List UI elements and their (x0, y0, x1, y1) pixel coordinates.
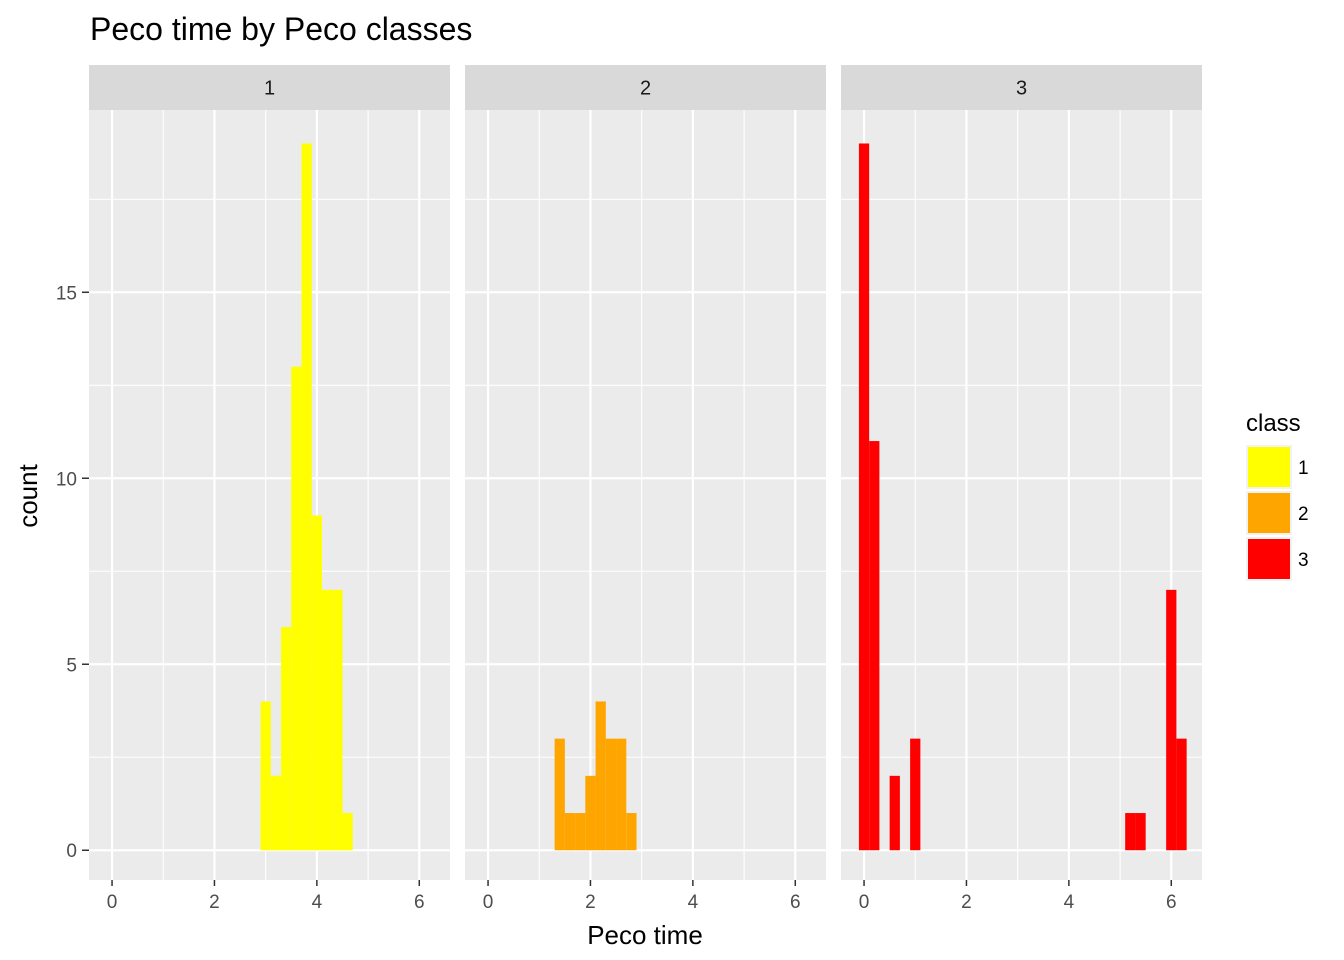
facet-strip-label: 1 (264, 78, 275, 100)
legend-swatch (1248, 447, 1290, 487)
legend-swatch (1248, 493, 1290, 533)
facet-strip (841, 65, 1202, 110)
x-tick-label: 0 (107, 892, 118, 913)
histogram-bar (270, 775, 282, 851)
histogram-bar (332, 589, 343, 851)
histogram-bar (311, 515, 322, 851)
histogram-bar (1176, 738, 1187, 851)
x-tick-label: 2 (961, 892, 972, 913)
panel-1: 1 0 2 4 6 (89, 65, 450, 913)
histogram-bar (301, 143, 312, 851)
x-axis-title: Peco time (587, 920, 703, 950)
y-tick-label: 10 (56, 469, 77, 490)
panel-background (465, 110, 826, 880)
facet-strip (465, 65, 826, 110)
facet-panels: 1 0 2 4 6 2 0 2 4 6 3 0 2 4 6 (89, 65, 1202, 913)
x-tick-label: 0 (859, 892, 870, 913)
histogram-bar (605, 738, 617, 851)
y-tick-label: 15 (56, 283, 77, 304)
x-tick-label: 6 (790, 892, 801, 913)
histogram-bar (260, 701, 271, 851)
x-tick-label: 4 (1064, 892, 1075, 913)
histogram-bar (564, 813, 576, 851)
y-axis-title: count (13, 463, 43, 527)
x-tick-label: 4 (312, 892, 323, 913)
facet-strip-label: 2 (640, 78, 651, 100)
x-tick-label: 4 (688, 892, 699, 913)
histogram-bar (321, 589, 333, 851)
legend-swatch (1248, 539, 1290, 579)
legend-label: 3 (1298, 550, 1309, 571)
y-axis: 0 5 10 15 (56, 283, 89, 862)
histogram-bar (342, 813, 353, 851)
histogram-bar (1166, 589, 1177, 851)
legend-label: 1 (1298, 458, 1309, 479)
x-tick-label: 2 (209, 892, 220, 913)
x-tick-label: 0 (483, 892, 494, 913)
histogram-bar (869, 441, 880, 851)
histogram-bar (575, 813, 586, 851)
legend-title: class (1246, 410, 1301, 437)
histogram-bar (910, 738, 921, 851)
panel-3: 3 0 2 4 6 (841, 65, 1202, 913)
legend: class 1 2 3 (1246, 410, 1309, 581)
histogram-bar (595, 701, 606, 851)
y-tick-label: 0 (66, 841, 77, 862)
histogram-bar (889, 775, 900, 851)
facet-strip (89, 65, 450, 110)
histogram-bar (1125, 813, 1136, 851)
histogram-bar (291, 366, 302, 851)
x-tick-label: 6 (414, 892, 425, 913)
histogram-bar (554, 738, 565, 851)
histogram-bar (585, 775, 596, 851)
panel-2: 2 0 2 4 6 (465, 65, 826, 913)
legend-label: 2 (1298, 504, 1309, 525)
histogram-bar (858, 143, 870, 851)
histogram-bar (616, 738, 627, 851)
histogram-bar (626, 813, 637, 851)
panel-background (841, 110, 1202, 880)
x-tick-label: 2 (585, 892, 596, 913)
histogram-bar (281, 627, 292, 851)
histogram-bar (1135, 813, 1146, 851)
chart-title: Peco time by Peco classes (90, 11, 472, 47)
y-tick-label: 5 (66, 655, 77, 676)
x-tick-label: 6 (1166, 892, 1177, 913)
facet-strip-label: 3 (1016, 78, 1027, 100)
